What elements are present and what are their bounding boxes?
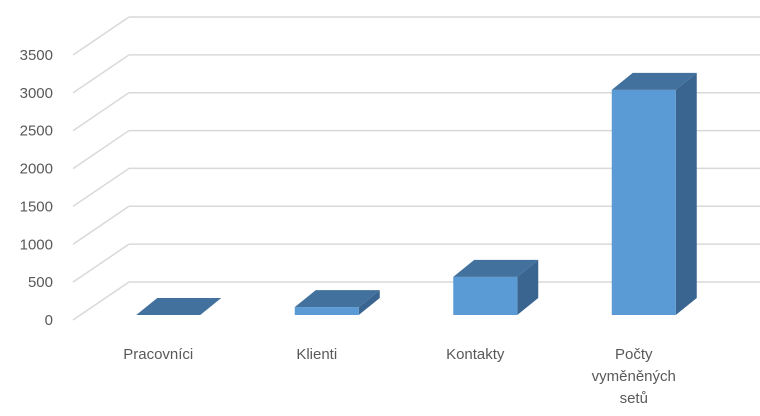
y-axis-tick-labels: 0 500 1000 1500 2000 2500 3000 3500 <box>20 47 53 329</box>
bar-front <box>453 276 518 315</box>
gridline-diagonal <box>72 243 130 283</box>
gridline-diagonal <box>72 92 130 132</box>
y-tick-label: 3000 <box>20 85 53 102</box>
x-category-label: setů <box>620 390 648 407</box>
x-category-label: Kontakty <box>446 346 505 363</box>
y-tick-label: 1000 <box>20 236 53 253</box>
bar-top <box>453 259 539 277</box>
x-axis-category-labels: Pracovníci Klienti Kontakty Počty vyměněných… <box>123 346 676 407</box>
gridline-diagonal <box>72 281 130 321</box>
bar-top <box>136 298 222 315</box>
bar <box>294 290 380 315</box>
bar-front <box>294 307 359 315</box>
gridline-diagonal <box>72 129 130 170</box>
x-category-label: vyměněných <box>592 368 676 385</box>
bar-front <box>611 89 676 315</box>
gridline-diagonal <box>72 167 130 208</box>
y-tick-label: 2000 <box>20 161 53 178</box>
bar-side <box>517 259 539 315</box>
bar <box>136 298 222 315</box>
x-category-label: Pracovníci <box>123 346 193 363</box>
gridline-diagonal <box>72 205 130 245</box>
y-tick-label: 1500 <box>20 198 53 215</box>
bars <box>136 72 697 315</box>
x-category-label: Klienti <box>296 346 337 363</box>
bar-side <box>358 290 380 315</box>
y-tick-label: 0 <box>45 312 53 329</box>
y-tick-label: 500 <box>28 274 53 291</box>
bar-top <box>611 72 697 90</box>
x-category-label: Počty <box>615 346 653 363</box>
bar <box>611 72 697 315</box>
gridline-diagonal <box>72 16 130 56</box>
y-tick-label: 2500 <box>20 123 53 140</box>
bar-top <box>294 290 380 308</box>
gridline-diagonal <box>72 54 130 94</box>
bar-side <box>675 72 697 315</box>
bar <box>453 259 539 315</box>
y-tick-label: 3500 <box>20 47 53 64</box>
